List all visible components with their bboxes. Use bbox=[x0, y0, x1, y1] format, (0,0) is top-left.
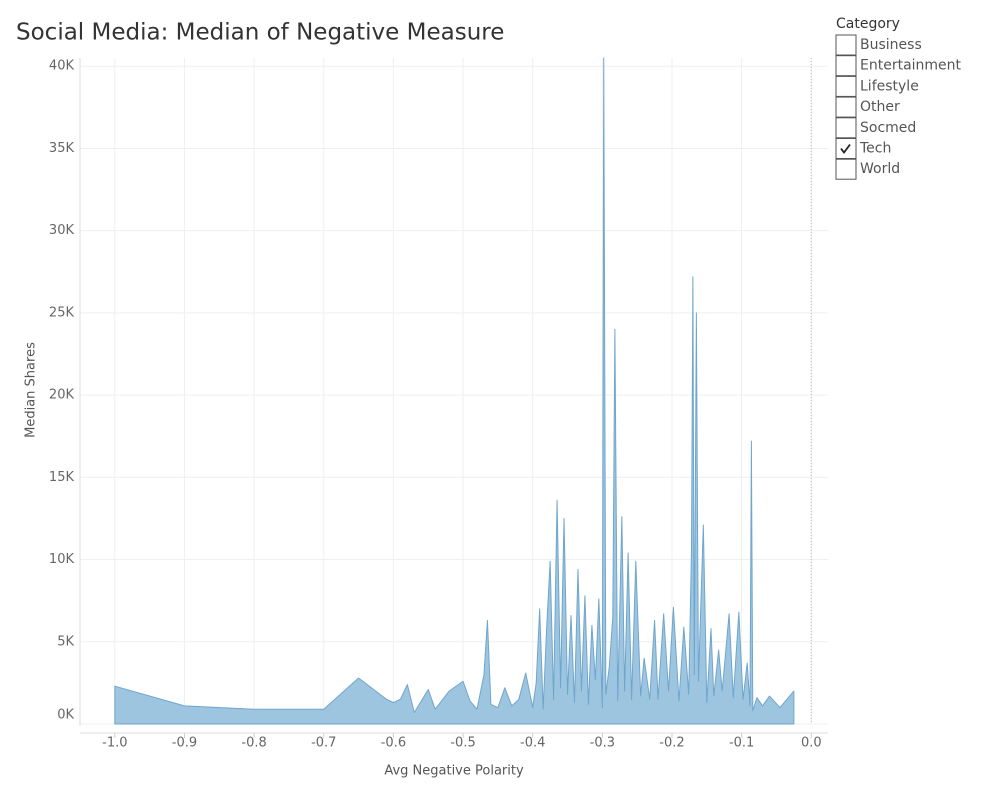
checkbox[interactable] bbox=[835, 96, 857, 118]
checkbox[interactable] bbox=[835, 117, 857, 139]
x-tick-label: -1.0 bbox=[102, 736, 127, 751]
legend-item[interactable]: Tech bbox=[859, 141, 891, 157]
x-tick-label: -0.9 bbox=[172, 736, 197, 751]
x-tick-label: -0.6 bbox=[381, 736, 406, 751]
y-tick-label: 40K bbox=[49, 59, 75, 74]
y-tick-label: 35K bbox=[49, 141, 75, 156]
legend-item[interactable]: Entertainment bbox=[860, 58, 962, 74]
y-tick-label: 20K bbox=[49, 388, 75, 403]
checkbox[interactable] bbox=[835, 75, 857, 97]
y-tick-label: 10K bbox=[49, 552, 75, 567]
legend-item[interactable]: Other bbox=[860, 99, 900, 115]
legend-item[interactable]: Lifestyle bbox=[860, 78, 919, 94]
checkmark[interactable] bbox=[840, 143, 851, 154]
x-tick-label: -0.3 bbox=[590, 736, 615, 751]
legend-item[interactable]: Socmed bbox=[860, 120, 916, 136]
legend-title: Category bbox=[836, 16, 900, 32]
chart-title: Social Media: Median of Negative Measure bbox=[16, 20, 504, 46]
y-tick-label: 5K bbox=[57, 634, 74, 649]
x-axis-title: Avg Negative Polarity bbox=[384, 764, 524, 779]
y-tick-label: 25K bbox=[49, 305, 75, 320]
x-tick-label: 0.0 bbox=[801, 736, 822, 751]
x-tick-label: -0.1 bbox=[729, 736, 754, 751]
checkbox[interactable] bbox=[835, 34, 857, 56]
x-tick-label: -0.4 bbox=[520, 736, 545, 751]
x-tick-label: -0.2 bbox=[659, 736, 684, 751]
checkbox[interactable] bbox=[835, 55, 857, 77]
y-tick-label: 0K bbox=[57, 708, 74, 723]
y-axis-title: Median Shares bbox=[24, 342, 39, 438]
y-tick-label: 30K bbox=[49, 223, 75, 238]
x-tick-label: -0.7 bbox=[311, 736, 336, 751]
area bbox=[114, 57, 795, 725]
legend-item[interactable]: World bbox=[860, 161, 900, 177]
legend-item[interactable]: Business bbox=[860, 37, 922, 53]
x-tick-label: -0.8 bbox=[241, 736, 266, 751]
y-tick-label: 15K bbox=[49, 470, 75, 485]
x-tick-label: -0.5 bbox=[450, 736, 475, 751]
checkbox[interactable] bbox=[835, 158, 857, 180]
